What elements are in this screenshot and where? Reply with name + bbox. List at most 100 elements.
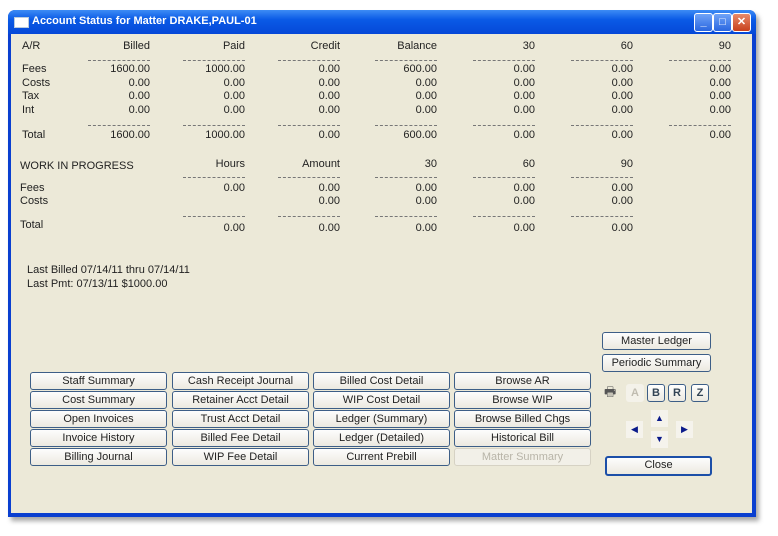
- divider: [571, 177, 633, 178]
- maximize-button[interactable]: □: [713, 13, 732, 32]
- divider: [571, 60, 633, 61]
- ar-cell: 0.00: [513, 90, 535, 102]
- periodic-summary-button[interactable]: Periodic Summary: [602, 354, 711, 372]
- trust-acct-detail-button[interactable]: Trust Acct Detail: [172, 410, 309, 428]
- ar-row-label: Fees: [22, 63, 47, 75]
- wip-cell: 0.00: [611, 182, 633, 194]
- divider: [669, 60, 731, 61]
- minimize-button[interactable]: _: [694, 13, 713, 32]
- current-prebill-button[interactable]: Current Prebill: [313, 448, 450, 466]
- wip-cell: 0.00: [415, 182, 437, 194]
- divider: [183, 60, 245, 61]
- arrow-right-icon[interactable]: ▶: [676, 421, 693, 438]
- last-billed: Last Billed 07/14/11 thru 07/14/11: [27, 264, 190, 276]
- ar-column-header: Credit: [310, 40, 340, 52]
- browse-wip-button[interactable]: Browse WIP: [454, 391, 591, 409]
- close-window-button[interactable]: ✕: [732, 13, 751, 32]
- divider: [183, 125, 245, 126]
- wip-total-cell: 0.00: [223, 222, 245, 234]
- divider: [183, 177, 245, 178]
- letter-z-button[interactable]: Z: [691, 384, 709, 402]
- letter-b-button[interactable]: B: [647, 384, 665, 402]
- ar-cell: 1600.00: [110, 63, 150, 75]
- close-button[interactable]: Close: [605, 456, 712, 476]
- ar-total-cell: 0.00: [513, 129, 535, 141]
- divider: [375, 60, 437, 61]
- open-invoices-button[interactable]: Open Invoices: [30, 410, 167, 428]
- browse-billed-chgs-button[interactable]: Browse Billed Chgs: [454, 410, 591, 428]
- wip-fee-detail-button[interactable]: WIP Fee Detail: [172, 448, 309, 466]
- divider: [375, 125, 437, 126]
- letter-a-button[interactable]: A: [626, 384, 644, 402]
- ar-cell: 0.00: [709, 104, 731, 116]
- ar-cell: 0.00: [513, 63, 535, 75]
- ar-cell: 0.00: [318, 104, 340, 116]
- billed-fee-detail-button[interactable]: Billed Fee Detail: [172, 429, 309, 447]
- ar-row-label: Tax: [22, 90, 40, 102]
- wip-column-header: Hours: [215, 158, 245, 170]
- ar-cell: 0.00: [611, 104, 633, 116]
- divider: [473, 125, 535, 126]
- ar-cell: 0.00: [611, 77, 633, 89]
- wip-column-header: 90: [620, 158, 633, 170]
- ar-cell: 0.00: [223, 90, 245, 102]
- wip-cell: 0.00: [318, 182, 340, 194]
- invoice-history-button[interactable]: Invoice History: [30, 429, 167, 447]
- ar-column-header: Paid: [222, 40, 245, 52]
- ar-total-cell: 0.00: [318, 129, 340, 141]
- divider: [571, 125, 633, 126]
- ar-cell: 0.00: [415, 90, 437, 102]
- ar-total-cell: 0.00: [709, 129, 731, 141]
- ar-cell: 0.00: [128, 104, 150, 116]
- cash-receipt-journal-button[interactable]: Cash Receipt Journal: [172, 372, 309, 390]
- ar-cell: 0.00: [318, 77, 340, 89]
- master-ledger-button[interactable]: Master Ledger: [602, 332, 711, 350]
- letter-r-button[interactable]: R: [668, 384, 686, 402]
- divider: [88, 125, 150, 126]
- ar-cell: 0.00: [318, 90, 340, 102]
- divider: [278, 177, 340, 178]
- staff-summary-button[interactable]: Staff Summary: [30, 372, 167, 390]
- wip-cell: 0.00: [223, 182, 245, 194]
- billing-journal-button[interactable]: Billing Journal: [30, 448, 167, 466]
- ar-cell: 0.00: [223, 77, 245, 89]
- arrow-down-icon[interactable]: ▼: [651, 431, 668, 448]
- divider: [375, 177, 437, 178]
- wip-total-cell: 0.00: [611, 222, 633, 234]
- window-title: Account Status for Matter DRAKE,PAUL-01: [32, 15, 257, 27]
- ar-cell: 0.00: [318, 63, 340, 75]
- retainer-acct-detail-button[interactable]: Retainer Acct Detail: [172, 391, 309, 409]
- arrow-up-icon[interactable]: ▲: [651, 410, 668, 427]
- ledger-detailed-button[interactable]: Ledger (Detailed): [313, 429, 450, 447]
- wip-row-label: Fees: [20, 182, 45, 194]
- title-bar[interactable]: Account Status for Matter DRAKE,PAUL-01 …: [8, 10, 756, 34]
- arrow-left-icon[interactable]: ◀: [626, 421, 643, 438]
- ar-row-label: Int: [22, 104, 35, 116]
- ar-cell: 0.00: [611, 63, 633, 75]
- wip-cell: 0.00: [611, 195, 633, 207]
- ar-column-header: 30: [522, 40, 535, 52]
- browse-ar-button[interactable]: Browse AR: [454, 372, 591, 390]
- wip-column-header: Amount: [302, 158, 340, 170]
- wip-total-cell: 0.00: [513, 222, 535, 234]
- cost-summary-button[interactable]: Cost Summary: [30, 391, 167, 409]
- billed-cost-detail-button[interactable]: Billed Cost Detail: [313, 372, 450, 390]
- ar-column-header: Balance: [397, 40, 437, 52]
- last-payment: Last Pmt: 07/13/11 $1000.00: [27, 278, 168, 290]
- divider: [473, 177, 535, 178]
- ar-cell: 0.00: [709, 90, 731, 102]
- window-icon: [14, 17, 29, 28]
- printer-icon[interactable]: 🖶: [604, 384, 617, 399]
- wip-column-header: 60: [522, 158, 535, 170]
- ar-total-cell: 0.00: [611, 129, 633, 141]
- ar-cell: 0.00: [513, 77, 535, 89]
- ar-row-label: Costs: [22, 77, 51, 89]
- ledger-summary-button[interactable]: Ledger (Summary): [313, 410, 450, 428]
- historical-bill-button[interactable]: Historical Bill: [454, 429, 591, 447]
- ar-cell: 0.00: [415, 104, 437, 116]
- ar-column-header: Billed: [123, 40, 150, 52]
- wip-total-cell: 0.00: [415, 222, 437, 234]
- wip-cell: 0.00: [513, 182, 535, 194]
- ar-cell: 0.00: [709, 77, 731, 89]
- wip-cost-detail-button[interactable]: WIP Cost Detail: [313, 391, 450, 409]
